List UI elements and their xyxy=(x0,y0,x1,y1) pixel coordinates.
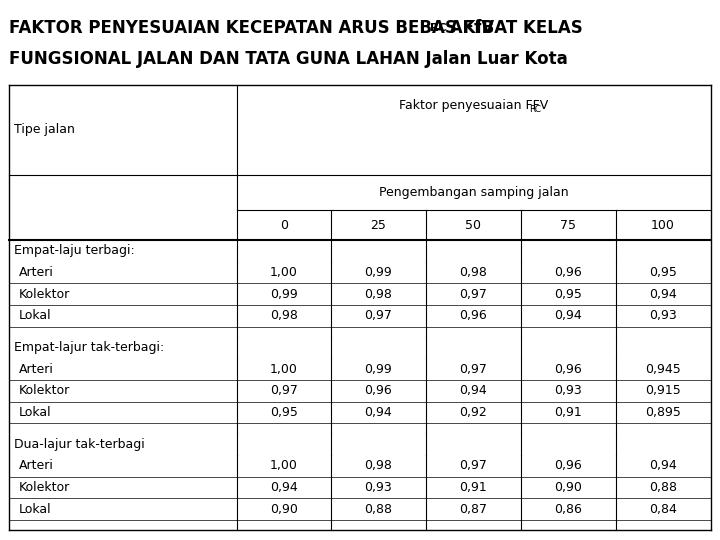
Text: 0,96: 0,96 xyxy=(554,266,582,279)
Text: FAKTOR PENYESUAIAN KECEPATAN ARUS BEBAS FfV: FAKTOR PENYESUAIAN KECEPATAN ARUS BEBAS … xyxy=(9,19,495,37)
Text: 0,84: 0,84 xyxy=(649,503,677,516)
Text: 0,96: 0,96 xyxy=(554,363,582,376)
Text: 0,96: 0,96 xyxy=(364,384,392,397)
Text: 0,99: 0,99 xyxy=(364,266,392,279)
Text: AKIBAT KELAS: AKIBAT KELAS xyxy=(444,19,583,37)
Text: 0,99: 0,99 xyxy=(270,288,298,301)
Text: 0,895: 0,895 xyxy=(645,406,681,419)
Text: 0,91: 0,91 xyxy=(554,406,582,419)
Text: Tipe jalan: Tipe jalan xyxy=(14,124,75,137)
Text: 0,86: 0,86 xyxy=(554,503,582,516)
Text: 0,945: 0,945 xyxy=(645,363,681,376)
Text: 100: 100 xyxy=(651,219,675,232)
Text: Pengembangan samping jalan: Pengembangan samping jalan xyxy=(379,186,569,199)
Text: Dua-lajur tak-terbagi: Dua-lajur tak-terbagi xyxy=(14,437,145,451)
Text: 0,93: 0,93 xyxy=(649,309,677,322)
Text: Lokal: Lokal xyxy=(19,406,52,419)
Text: 0,98: 0,98 xyxy=(364,288,392,301)
Text: 0,97: 0,97 xyxy=(270,384,298,397)
Text: 0,96: 0,96 xyxy=(554,460,582,472)
Text: 0,97: 0,97 xyxy=(459,363,487,376)
Text: 0,98: 0,98 xyxy=(364,460,392,472)
Text: Kolektor: Kolektor xyxy=(19,288,71,301)
Text: Empat-laju terbagi:: Empat-laju terbagi: xyxy=(14,244,135,258)
Text: 0,93: 0,93 xyxy=(554,384,582,397)
Text: 75: 75 xyxy=(560,219,576,232)
Text: 0,94: 0,94 xyxy=(270,481,298,494)
Text: 25: 25 xyxy=(370,219,386,232)
Text: 0,915: 0,915 xyxy=(645,384,681,397)
Text: 0,95: 0,95 xyxy=(649,266,677,279)
Text: FUNGSIONAL JALAN DAN TATA GUNA LAHAN Jalan Luar Kota: FUNGSIONAL JALAN DAN TATA GUNA LAHAN Jal… xyxy=(9,50,568,68)
Text: 0,93: 0,93 xyxy=(364,481,392,494)
Text: 0,96: 0,96 xyxy=(459,309,487,322)
Text: Arteri: Arteri xyxy=(19,363,54,376)
Text: Kolektor: Kolektor xyxy=(19,481,71,494)
Text: 0,97: 0,97 xyxy=(459,288,487,301)
Text: RC: RC xyxy=(528,105,541,114)
Text: 0,87: 0,87 xyxy=(459,503,487,516)
Text: RC: RC xyxy=(430,23,446,33)
Text: 0,94: 0,94 xyxy=(554,309,582,322)
Text: 0,90: 0,90 xyxy=(270,503,298,516)
Text: Arteri: Arteri xyxy=(19,266,54,279)
Text: 0,99: 0,99 xyxy=(364,363,392,376)
Text: 0,94: 0,94 xyxy=(459,384,487,397)
Text: Lokal: Lokal xyxy=(19,309,52,322)
Text: 0,92: 0,92 xyxy=(459,406,487,419)
Text: 0,98: 0,98 xyxy=(459,266,487,279)
Text: 1,00: 1,00 xyxy=(270,460,298,472)
Text: 0,90: 0,90 xyxy=(554,481,582,494)
Text: 0,88: 0,88 xyxy=(364,503,392,516)
Text: Faktor penyesuaian FFV: Faktor penyesuaian FFV xyxy=(400,98,549,111)
Text: Lokal: Lokal xyxy=(19,503,52,516)
Text: 0,98: 0,98 xyxy=(270,309,298,322)
Text: 0,95: 0,95 xyxy=(554,288,582,301)
Text: 0,94: 0,94 xyxy=(364,406,392,419)
Text: 1,00: 1,00 xyxy=(270,363,298,376)
Text: 0,91: 0,91 xyxy=(459,481,487,494)
Text: 0,94: 0,94 xyxy=(649,460,677,472)
Text: Arteri: Arteri xyxy=(19,460,54,472)
Text: 0,95: 0,95 xyxy=(270,406,298,419)
Text: Empat-lajur tak-terbagi:: Empat-lajur tak-terbagi: xyxy=(14,341,164,354)
Text: 0,88: 0,88 xyxy=(649,481,677,494)
Text: 0,97: 0,97 xyxy=(364,309,392,322)
Text: 0: 0 xyxy=(280,219,288,232)
Text: Kolektor: Kolektor xyxy=(19,384,71,397)
Text: 1,00: 1,00 xyxy=(270,266,298,279)
Text: 0,94: 0,94 xyxy=(649,288,677,301)
Text: 50: 50 xyxy=(465,219,481,232)
Text: 0,97: 0,97 xyxy=(459,460,487,472)
